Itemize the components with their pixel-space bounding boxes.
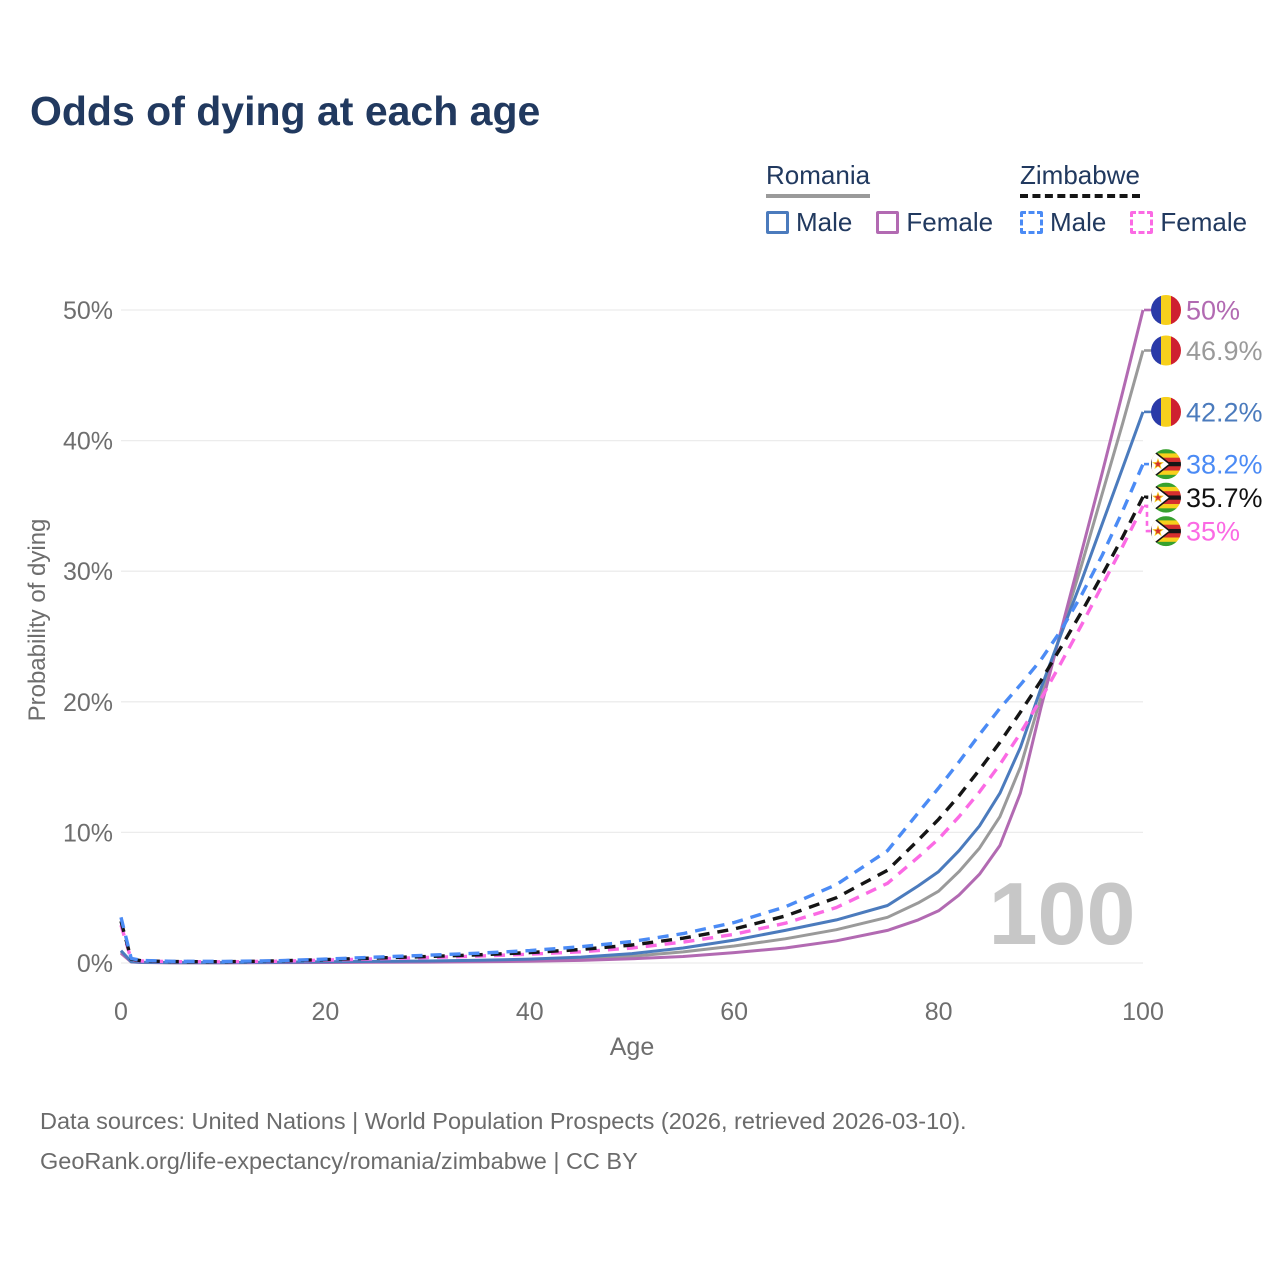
legend-country-label: Romania: [766, 160, 871, 190]
legend-item-label: Male: [1050, 207, 1107, 237]
end-value-label-zimbabwe-male: 38.2%: [1186, 450, 1263, 480]
x-tick-label: 0: [114, 998, 128, 1026]
end-label-leader: [1144, 495, 1152, 499]
legend-group-zimbabwe: Zimbabwe Male Female: [1020, 160, 1247, 238]
y-tick-label: 20%: [63, 689, 113, 717]
x-tick-label: 80: [925, 998, 953, 1026]
flag-icon-zimbabwe: [1151, 482, 1181, 513]
flag-icon-romania: [1151, 396, 1181, 427]
flag-icon-zimbabwe: [1151, 516, 1181, 547]
footer-data-sources: Data sources: United Nations | World Pop…: [40, 1108, 967, 1134]
legend-header-romania[interactable]: Romania: [766, 160, 871, 198]
end-value-label-romania-both-sexes: 46.9%: [1186, 336, 1263, 366]
y-tick-label: 30%: [63, 558, 113, 586]
end-value-label-romania-female: 50%: [1186, 296, 1240, 326]
y-tick-label: 40%: [63, 428, 113, 456]
footer-attribution[interactable]: GeoRank.org/life-expectancy/romania/zimb…: [40, 1148, 638, 1174]
flag-icon-romania: [1151, 335, 1181, 366]
end-label-leader: [1144, 504, 1152, 533]
legend-header-zimbabwe[interactable]: Zimbabwe: [1020, 160, 1140, 198]
y-tick-label: 10%: [63, 819, 113, 847]
series-line-zimbabwe-female[interactable]: [119, 505, 1145, 964]
legend-item-zimbabwe-female[interactable]: Female: [1130, 207, 1247, 238]
page-title: Odds of dying at each age: [30, 88, 541, 134]
line-swatch-romania-male: [766, 211, 789, 234]
y-tick-label: 0%: [77, 950, 113, 978]
legend-country-label: Zimbabwe: [1020, 160, 1140, 190]
legend-item-romania-male[interactable]: Male: [766, 207, 852, 238]
flag-icon-romania: [1151, 295, 1181, 325]
y-tick-label: 50%: [63, 297, 113, 325]
end-flag-romania: [1151, 295, 1181, 325]
legend-item-label: Male: [796, 207, 853, 237]
series-line-zimbabwe-male[interactable]: [119, 463, 1145, 964]
watermark-age-100: 100: [989, 864, 1136, 963]
end-flag-zimbabwe: [1151, 482, 1181, 513]
line-swatch-zimbabwe-male: [1020, 211, 1043, 234]
end-flag-zimbabwe: [1151, 449, 1181, 480]
legend-item-label: Female: [906, 207, 994, 237]
end-value-label-romania-male: 42.2%: [1186, 397, 1263, 427]
end-flag-romania: [1151, 335, 1181, 366]
end-value-label-zimbabwe-both-sexes: 35.7%: [1186, 483, 1263, 513]
x-tick-label: 100: [1122, 998, 1164, 1026]
legend-item-zimbabwe-male[interactable]: Male: [1020, 207, 1106, 238]
x-tick-label: 20: [311, 998, 339, 1026]
x-tick-label: 40: [516, 998, 544, 1026]
legend-group-romania: Romania Male Female: [766, 160, 993, 238]
x-tick-label: 60: [720, 998, 748, 1026]
flag-icon-zimbabwe: [1151, 449, 1181, 480]
end-flag-zimbabwe: [1151, 516, 1181, 547]
legend-item-label: Female: [1160, 207, 1248, 237]
end-flag-romania: [1151, 396, 1181, 427]
x-axis-title: Age: [610, 1033, 654, 1061]
end-value-label-zimbabwe-female: 35%: [1186, 517, 1240, 547]
line-swatch-romania-female: [876, 211, 900, 234]
line-swatch-zimbabwe-female: [1130, 211, 1154, 234]
y-axis-title: Probability of dying: [24, 519, 51, 722]
legend-item-romania-female[interactable]: Female: [876, 207, 993, 238]
